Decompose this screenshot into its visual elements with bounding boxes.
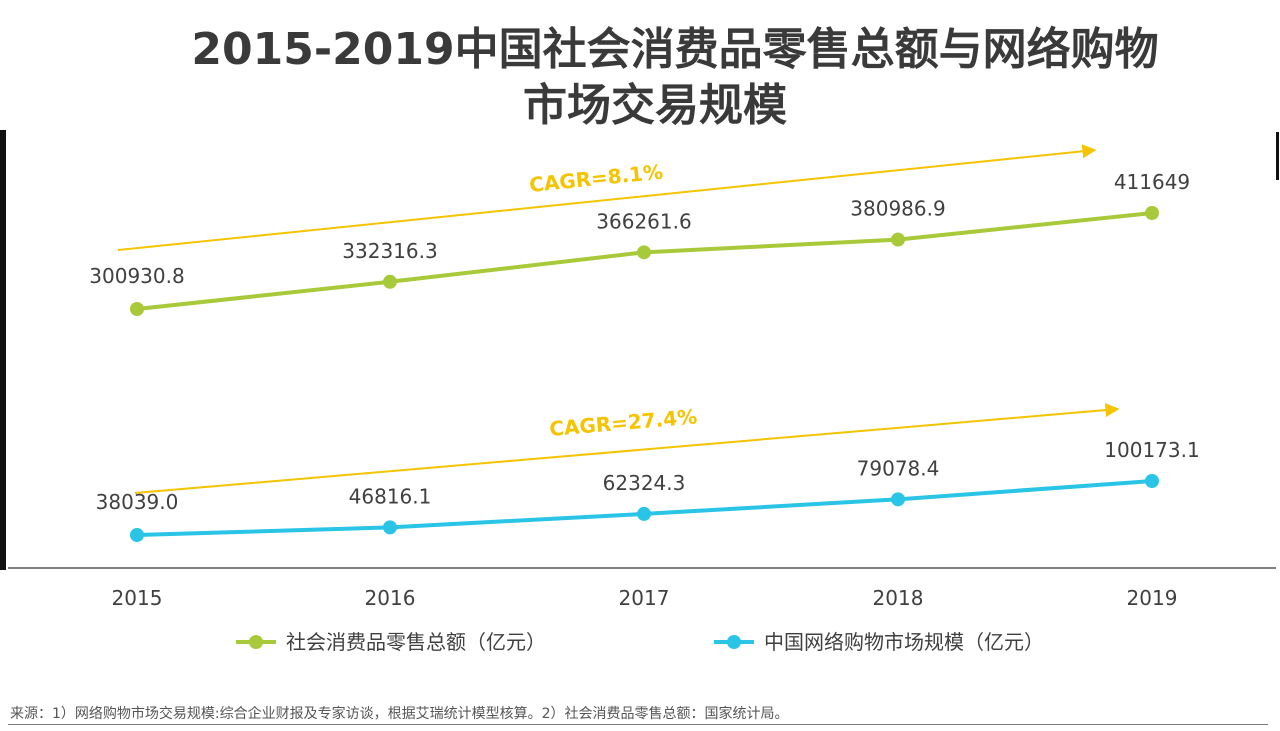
x-tick-label-2019: 2019: [1127, 586, 1178, 610]
data-label-s1-2018: 380986.9: [850, 197, 945, 221]
data-label-s1-2017: 366261.6: [596, 209, 691, 233]
x-tick-label-2015: 2015: [112, 586, 163, 610]
data-point-s1-2016: [383, 274, 397, 289]
data-label-s2-2015: 38039.0: [96, 490, 179, 514]
data-point-s2-2018: [891, 492, 905, 507]
data-label-s2-2019: 100173.1: [1104, 438, 1199, 462]
data-label-s2-2018: 79078.4: [857, 456, 940, 480]
chart-title-line1: 2015-2019中国社会消费品零售总额与网络购物: [191, 24, 1159, 75]
left-edge-bar: [0, 130, 6, 570]
chart-title: 2015-2019中国社会消费品零售总额与网络购物 市场交易规模: [0, 22, 1280, 134]
data-point-s1-2015: [130, 302, 144, 316]
cagr-arrow-2: [134, 403, 1120, 494]
legend-label-2: 中国网络购物市场规模（亿元）: [764, 630, 1044, 654]
data-point-s1-2019: [1145, 206, 1159, 220]
data-point-s2-2015: [130, 528, 144, 542]
cagr-label-2: CAGR=27.4%: [548, 404, 698, 441]
data-label-s2-2017: 62324.3: [603, 471, 686, 495]
cagr-arrow-1: [117, 144, 1097, 251]
x-tick-label-2018: 2018: [873, 586, 924, 610]
data-point-s1-2018: [891, 232, 905, 247]
legend-label-1: 社会消费品零售总额（亿元）: [286, 630, 546, 654]
source-divider: [8, 724, 1268, 725]
data-point-s2-2019: [1145, 474, 1159, 488]
data-label-s2-2016: 46816.1: [349, 484, 432, 508]
data-label-s1-2019: 411649: [1114, 170, 1190, 194]
data-point-s2-2017: [637, 506, 651, 521]
data-point-s1-2017: [637, 245, 651, 260]
x-tick-label-2016: 2016: [365, 586, 416, 610]
data-point-s2-2016: [383, 520, 397, 535]
legend-marker-1: [249, 635, 263, 649]
line-chart: CAGR=8.1% 300930.8 332316.3 366261.6 380986.…: [8, 144, 1276, 654]
data-label-s1-2016: 332316.3: [342, 239, 437, 263]
cagr-label-1: CAGR=8.1%: [528, 160, 664, 197]
right-edge-bar: [1276, 132, 1279, 180]
legend-marker-2: [727, 635, 741, 649]
data-label-s1-2015: 300930.8: [89, 264, 184, 288]
x-tick-label-2017: 2017: [619, 586, 670, 610]
source-note: 来源：1）网络购物市场交易规模:综合企业财报及专家访谈，根据艾瑞统计模型核算。2…: [10, 706, 789, 722]
chart-title-line2: 市场交易规模: [523, 80, 787, 131]
